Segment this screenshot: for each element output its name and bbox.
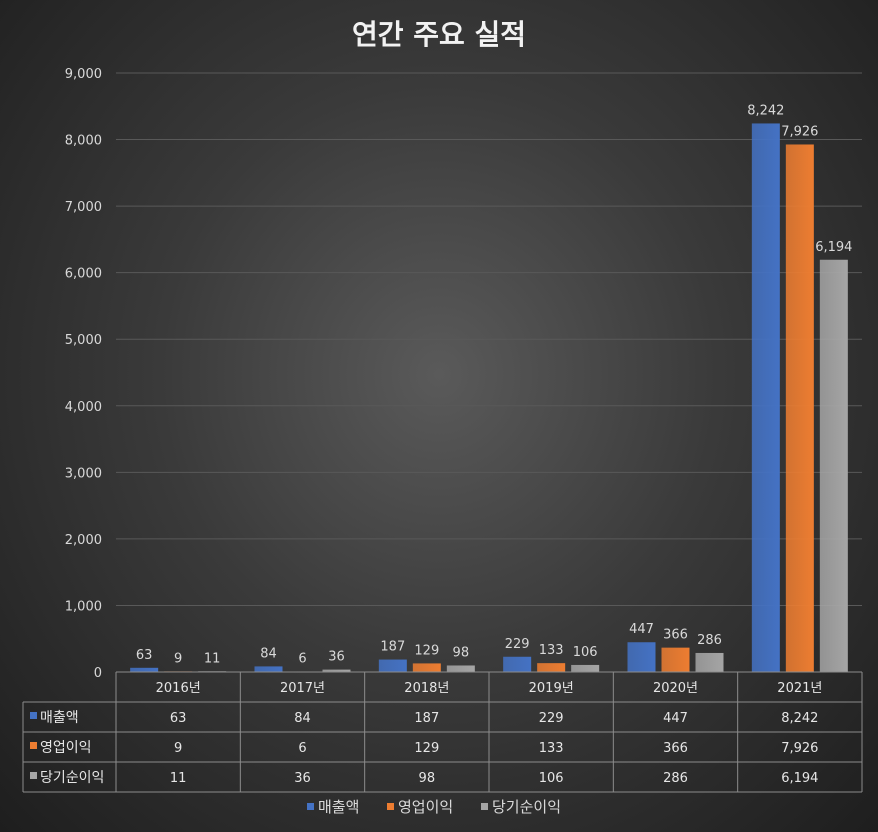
table-cell: 133 xyxy=(539,741,564,756)
table-cell: 9 xyxy=(174,741,182,756)
bar xyxy=(537,663,566,672)
data-label: 11 xyxy=(204,651,221,666)
category-label: 2019년 xyxy=(529,681,574,696)
legend-key xyxy=(30,742,37,749)
category-label: 2020년 xyxy=(653,681,698,696)
legend-swatch xyxy=(307,803,314,810)
y-tick-label: 5,000 xyxy=(65,333,102,348)
bar xyxy=(503,656,532,672)
table-cell: 229 xyxy=(539,711,564,726)
table-cell: 7,926 xyxy=(781,741,818,756)
y-tick-label: 4,000 xyxy=(65,400,102,415)
table-cell: 6,194 xyxy=(781,771,818,786)
data-label: 129 xyxy=(414,643,439,658)
y-tick-label: 8,000 xyxy=(65,134,102,149)
y-tick-label: 7,000 xyxy=(65,200,102,215)
data-label: 447 xyxy=(629,622,654,637)
legend-label: 당기순이익 xyxy=(492,798,561,816)
y-tick-label: 2,000 xyxy=(65,533,102,548)
bar xyxy=(446,665,475,672)
bar xyxy=(785,144,814,673)
series-row-label: 매출액 xyxy=(40,710,79,726)
bar xyxy=(254,666,283,672)
bar xyxy=(130,667,159,672)
data-label: 366 xyxy=(663,628,688,643)
series-row-label: 영업이익 xyxy=(40,740,92,756)
table-cell: 63 xyxy=(170,711,187,726)
category-label: 2021년 xyxy=(777,681,822,696)
legend-key xyxy=(30,712,37,719)
chart-title: 연간 주요 실적 xyxy=(352,18,526,51)
bar xyxy=(627,642,656,672)
data-label: 84 xyxy=(260,646,277,661)
legend-key xyxy=(30,772,37,779)
table-cell: 8,242 xyxy=(781,711,818,726)
legend-swatch xyxy=(481,803,488,810)
bar xyxy=(322,669,351,672)
bar xyxy=(661,647,690,672)
legend-label: 매출액 xyxy=(318,798,359,816)
data-label: 229 xyxy=(505,637,530,652)
data-label: 6 xyxy=(298,652,306,667)
data-label: 106 xyxy=(573,645,598,660)
data-label: 98 xyxy=(453,645,470,660)
bar xyxy=(571,664,600,672)
table-cell: 84 xyxy=(294,711,311,726)
bar xyxy=(819,259,848,672)
table-cell: 36 xyxy=(294,771,311,786)
category-label: 2017년 xyxy=(280,681,325,696)
series-row-label: 당기순이익 xyxy=(40,770,104,786)
bar xyxy=(695,652,724,672)
y-tick-label: 9,000 xyxy=(65,67,102,82)
table-cell: 366 xyxy=(663,741,688,756)
legend-label: 영업이익 xyxy=(398,798,453,816)
table-cell: 98 xyxy=(419,771,436,786)
table-cell: 11 xyxy=(170,771,187,786)
data-label: 6,194 xyxy=(815,240,852,255)
y-tick-label: 1,000 xyxy=(65,599,102,614)
data-label: 7,926 xyxy=(781,124,818,139)
table-cell: 106 xyxy=(539,771,564,786)
bar xyxy=(378,659,407,672)
data-label: 8,242 xyxy=(747,103,784,118)
table-cell: 187 xyxy=(414,711,439,726)
y-tick-label: 3,000 xyxy=(65,466,102,481)
legend-swatch xyxy=(387,803,394,810)
bar xyxy=(751,123,780,673)
data-label: 187 xyxy=(380,640,405,655)
bar xyxy=(412,663,441,672)
data-label: 286 xyxy=(697,633,722,648)
data-label: 9 xyxy=(174,651,182,666)
table-cell: 6 xyxy=(298,741,306,756)
data-label: 63 xyxy=(136,648,153,663)
y-tick-label: 0 xyxy=(94,666,102,681)
table-cell: 129 xyxy=(414,741,439,756)
data-label: 36 xyxy=(328,650,345,665)
data-label: 133 xyxy=(539,643,564,658)
y-tick-label: 6,000 xyxy=(65,267,102,282)
table-cell: 447 xyxy=(663,711,688,726)
table-cell: 286 xyxy=(663,771,688,786)
category-label: 2018년 xyxy=(404,681,449,696)
category-label: 2016년 xyxy=(156,681,201,696)
